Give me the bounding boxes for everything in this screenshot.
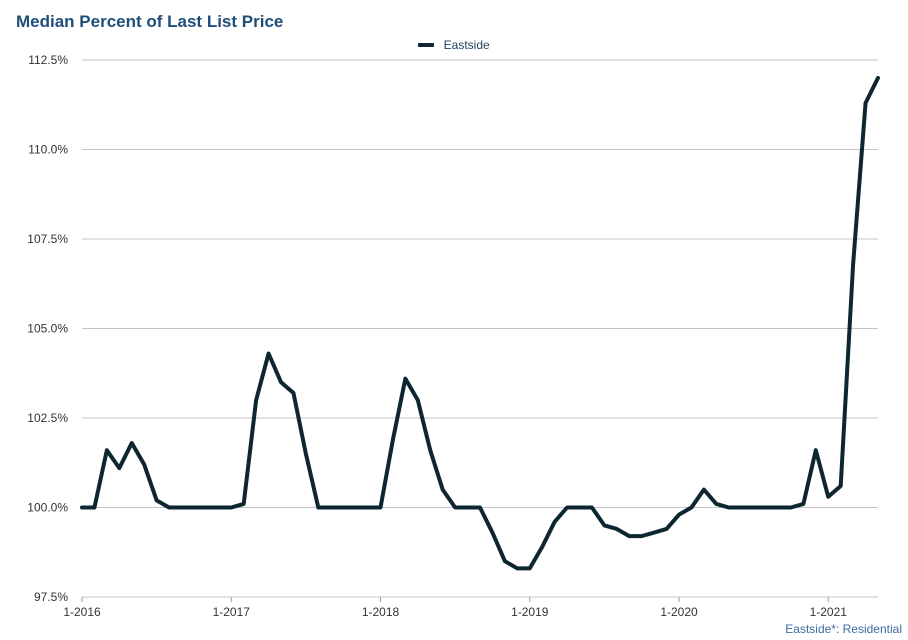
footnote: Eastside*: Residential (785, 622, 902, 636)
legend-label-eastside: Eastside (443, 37, 490, 52)
x-tick-label: 1-2016 (63, 605, 101, 619)
y-tick-label: 110.0% (28, 143, 68, 157)
legend: Eastside (0, 37, 908, 52)
y-tick-label: 112.5% (28, 53, 68, 67)
y-tick-label: 97.5% (34, 590, 68, 604)
x-tick-label: 1-2020 (660, 605, 698, 619)
chart-title: Median Percent of Last List Price (16, 12, 284, 31)
x-tick-label: 1-2017 (213, 605, 251, 619)
y-tick-label: 105.0% (27, 322, 68, 336)
series-line-eastside (80, 75, 880, 571)
y-tick-label: 100.0% (27, 501, 68, 515)
y-tick-label: 102.5% (27, 411, 68, 425)
x-tick-label: 1-2018 (362, 605, 400, 619)
legend-swatch-eastside (418, 42, 435, 47)
x-tick-label: 1-2021 (810, 605, 848, 619)
y-tick-label: 107.5% (27, 232, 68, 246)
x-tick-label: 1-2019 (511, 605, 549, 619)
